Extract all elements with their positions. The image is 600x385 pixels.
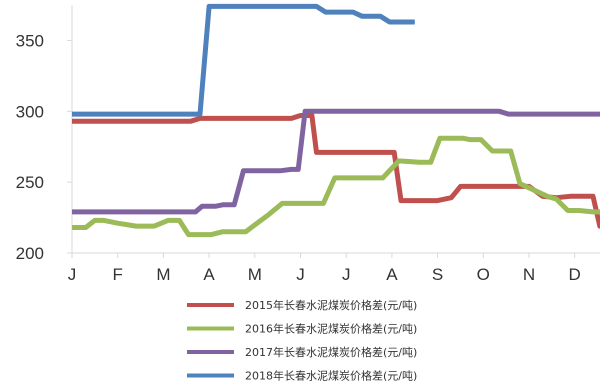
x-tick-label: F [113,265,123,284]
axes: 200 250 300 350 J F M A M J J A S O N D [16,5,600,284]
legend: 2015年长春水泥煤炭价格差(元/吨) 2016年长春水泥煤炭价格差(元/吨) 20… [187,298,417,383]
x-tick-label: J [342,265,351,284]
x-tick-label: A [386,265,398,284]
legend-label: 2015年长春水泥煤炭价格差(元/吨) [245,298,417,312]
y-tick-label: 300 [16,102,44,121]
x-tick-label: N [523,265,535,284]
legend-entry: 2015年长春水泥煤炭价格差(元/吨) [187,298,417,312]
x-tick-label: D [569,265,581,284]
legend-entry: 2018年长春水泥煤炭价格差(元/吨) [187,369,417,383]
x-tick-label: O [477,265,490,284]
series-line-4 [72,3,415,117]
series-line-3 [72,108,600,215]
y-tick-label: 350 [16,31,44,50]
x-tick-label: A [203,265,215,284]
legend-label: 2017年长春水泥煤炭价格差(元/吨) [245,345,417,359]
series-line-2 [72,135,600,238]
x-tick-label: S [432,265,443,284]
series-line-1 [72,113,600,229]
legend-label: 2016年长春水泥煤炭价格差(元/吨) [245,322,417,336]
x-tick-label: J [68,265,77,284]
y-tick-label: 250 [16,173,44,192]
x-tick-label: J [296,265,305,284]
series-lines [72,3,600,238]
legend-label: 2018年长春水泥煤炭价格差(元/吨) [245,369,417,383]
y-tick-label: 200 [16,244,44,263]
x-tick-label: M [156,265,170,284]
legend-entry: 2017年长春水泥煤炭价格差(元/吨) [187,345,417,359]
x-tick-label: M [248,265,262,284]
legend-entry: 2016年长春水泥煤炭价格差(元/吨) [187,322,417,336]
